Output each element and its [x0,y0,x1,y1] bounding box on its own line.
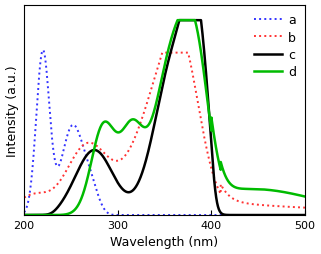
Legend: a, b, c, d: a, b, c, d [252,12,299,82]
Y-axis label: Intensity (a.u.): Intensity (a.u.) [5,65,19,156]
X-axis label: Wavelength (nm): Wavelength (nm) [110,235,219,248]
